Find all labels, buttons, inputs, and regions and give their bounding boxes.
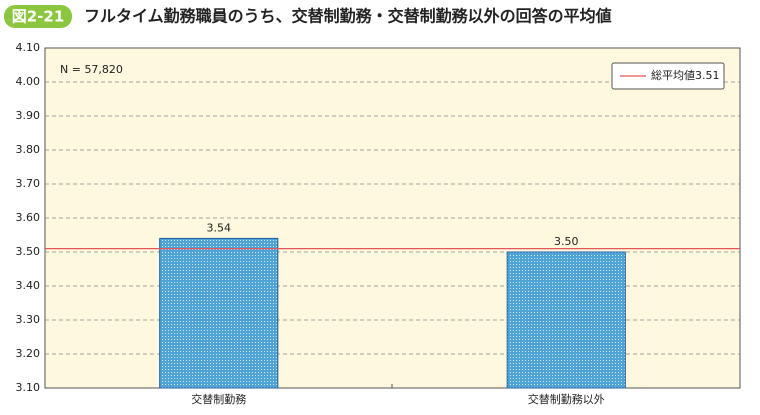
y-tick-label: 3.60 [16,211,41,224]
y-tick-label: 3.40 [16,279,41,292]
annotation: N = 57,820 [60,63,123,76]
y-tick-label: 3.10 [16,381,41,394]
y-tick-label: 3.80 [16,143,41,156]
y-tick-label: 4.10 [16,41,41,54]
x-tick-label: 交替制勤務 [191,392,246,406]
chart-title: フルタイム勤務職員のうち、交替制勤務・交替制勤務以外の回答の平均値 [84,7,612,26]
x-tick-label: 交替制勤務以外 [528,392,605,406]
y-tick-label: 3.70 [16,177,41,190]
bar [506,251,626,389]
bar [159,237,279,389]
legend-label: 総平均値3.51 [651,68,720,82]
y-tick-label: 3.30 [16,313,41,326]
y-tick-label: 4.00 [16,75,41,88]
legend-box [611,62,725,90]
figure-label-bg [4,5,72,28]
y-tick-label: 3.20 [16,347,41,360]
y-tick-label: 3.50 [16,245,41,258]
data-label: 3.54 [207,221,232,234]
figure-label: 図2-21 [12,8,65,26]
data-label: 3.50 [554,235,579,248]
y-tick-label: 3.90 [16,109,41,122]
